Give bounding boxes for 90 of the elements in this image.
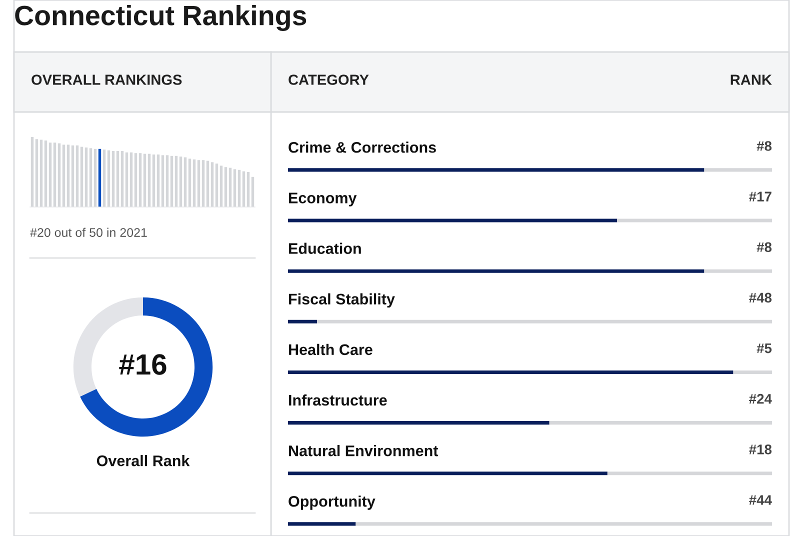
bar [179,156,182,207]
bar [288,320,318,324]
bar [220,166,223,207]
annotation: #8 [756,242,772,252]
bar [134,153,138,207]
y-tick-label: Fiscal Stability [289,293,395,308]
y-tick-label: Natural Environment [289,445,438,456]
bar [206,160,210,207]
text: #20 out of 50 in 2021 [30,228,147,237]
bar [317,320,772,324]
bar [62,144,66,207]
bar [166,155,169,207]
y-tick-label: Opportunity [288,496,376,510]
annotation: #18 [749,444,772,454]
bar [188,158,192,207]
bar [238,170,241,207]
bar [161,155,164,207]
bar [107,150,110,207]
bar [246,172,250,207]
bar [288,218,618,222]
annotation: #5 [756,344,772,354]
bar [356,522,772,526]
bar [138,153,142,207]
bar [66,144,70,207]
bar [210,162,214,207]
bar [44,140,48,207]
bar [98,148,102,207]
text: #16 [119,354,166,375]
bar [233,169,236,207]
bar [94,148,97,207]
annotation: #24 [749,394,772,404]
text: RANK [730,74,772,85]
bar [202,160,205,207]
bar [76,145,79,207]
y-tick-label: Infrastructure [289,394,387,406]
bar [288,522,356,526]
annotation: #17 [749,192,772,202]
bar [184,157,187,207]
bar [224,167,228,207]
bar [704,168,772,172]
bar [48,142,52,207]
chart-subtitle: OVERALL RANKINGS [32,74,182,85]
bar [152,154,156,207]
bar [170,156,174,207]
bar [143,154,146,207]
bar [89,148,92,207]
bar [156,154,160,207]
bar [58,143,61,207]
bar [288,421,550,425]
bar [120,151,124,207]
bar [288,168,704,172]
bar [116,151,120,207]
bar [288,370,734,374]
y-tick-label: Education [289,242,361,254]
bar [228,168,232,207]
bar [40,140,43,207]
bar [192,159,196,207]
bar [215,164,218,207]
bar [148,154,151,207]
y-tick-label: Economy [289,192,357,206]
bar [549,421,772,425]
bar [733,370,772,374]
y-tick-label: Health Care [289,344,372,356]
text: Overall Rank [96,455,190,466]
bar [80,146,84,207]
y-tick-label: Crime & Corrections [288,142,436,153]
bar [102,150,106,207]
bar [35,139,38,207]
bar [197,160,200,207]
bar [242,171,246,207]
annotation: #48 [749,292,772,303]
annotation: #8 [756,141,772,151]
bar [125,152,128,207]
bar [251,176,254,207]
bar [607,472,772,476]
bar [53,142,56,207]
bar [288,269,704,273]
bar [288,472,608,476]
bar [84,148,88,207]
bar [704,269,772,273]
chart-title: Connecticut Rankings [15,4,306,32]
bar [617,218,772,222]
annotation: #44 [749,495,772,505]
bar [174,156,178,207]
bar [30,137,34,207]
bar [71,145,74,207]
donut-slice [80,297,213,437]
bar [112,151,115,207]
bar [130,152,133,207]
text: CATEGORY [288,74,369,85]
